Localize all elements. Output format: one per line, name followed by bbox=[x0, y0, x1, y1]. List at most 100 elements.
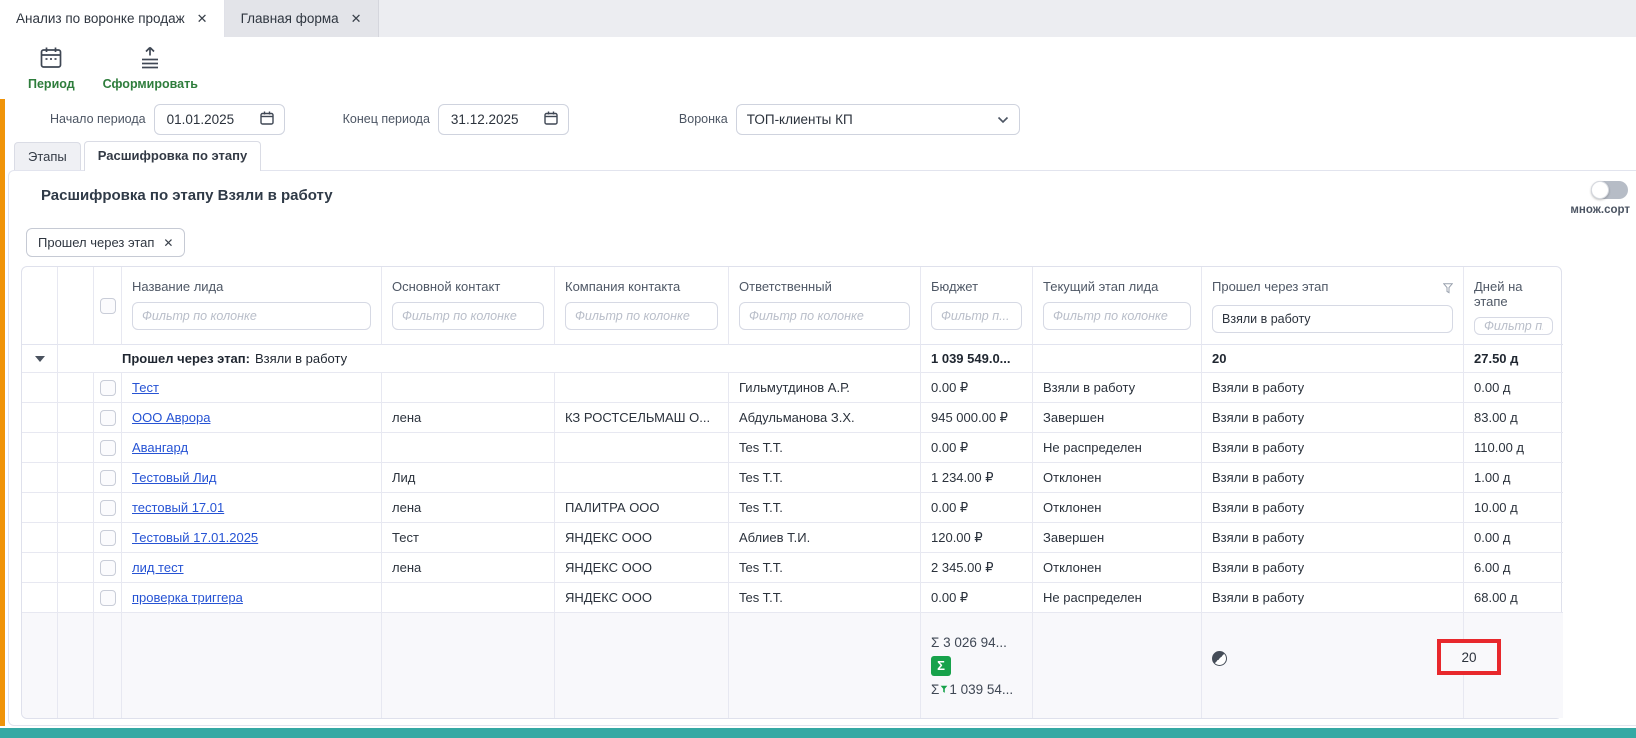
end-period-field[interactable] bbox=[437, 103, 569, 135]
cell-contact bbox=[382, 373, 555, 403]
cell-passed-stage: Взяли в работу bbox=[1202, 373, 1464, 403]
column-header-contact-company[interactable]: Компания контакта bbox=[565, 279, 681, 294]
cell-days: 83.00 д bbox=[1464, 403, 1563, 433]
calendar-icon[interactable] bbox=[543, 110, 559, 129]
cell-current-stage: Отклонен bbox=[1033, 463, 1202, 493]
column-header-days-on-stage[interactable]: Дней на этапе bbox=[1474, 279, 1523, 309]
funnel-label: Воронка bbox=[678, 112, 728, 126]
start-period-input[interactable] bbox=[164, 110, 259, 128]
row-checkbox-cell bbox=[94, 373, 122, 403]
column-header-current-stage[interactable]: Текущий этап лида bbox=[1043, 279, 1159, 294]
cell-responsible: Tes T.T. bbox=[729, 583, 921, 613]
window-tab-label: Анализ по воронке продаж bbox=[16, 11, 185, 26]
multisort-control: множ.сорт bbox=[1570, 181, 1630, 216]
column-header-main-contact[interactable]: Основной контакт bbox=[392, 279, 501, 294]
row-checkbox[interactable] bbox=[99, 469, 116, 486]
count-aggregate-icon[interactable] bbox=[1212, 651, 1227, 666]
group-expander[interactable] bbox=[22, 345, 58, 373]
row-checkbox-cell bbox=[94, 523, 122, 553]
lead-link[interactable]: тестовый 17.01 bbox=[132, 500, 225, 515]
tab-stages[interactable]: Этапы bbox=[14, 142, 81, 170]
checkbox[interactable] bbox=[99, 297, 116, 314]
column-filter-main-contact[interactable] bbox=[392, 301, 544, 330]
view-tabs: Этапы Расшифровка по этапу bbox=[0, 139, 1636, 171]
calendar-icon[interactable] bbox=[259, 110, 275, 129]
cell-budget: 945 000.00 ₽ bbox=[921, 403, 1033, 433]
collapse-arrow-icon bbox=[34, 355, 45, 362]
close-icon[interactable]: ✕ bbox=[163, 235, 174, 250]
cell-passed-stage: Взяли в работу bbox=[1202, 583, 1464, 613]
bottom-panel-edge bbox=[0, 728, 1636, 738]
row-checkbox[interactable] bbox=[99, 559, 116, 576]
row-checkbox-cell bbox=[94, 403, 122, 433]
column-filter-contact-company[interactable] bbox=[565, 301, 718, 330]
row-checkbox-cell bbox=[94, 493, 122, 523]
column-header-lead-name[interactable]: Название лида bbox=[132, 279, 224, 294]
funnel-select[interactable]: ТОП-клиенты КП bbox=[735, 103, 1020, 135]
row-checkbox[interactable] bbox=[99, 379, 116, 396]
column-filter-lead-name[interactable] bbox=[132, 301, 371, 330]
cell-days: 1.00 д bbox=[1464, 463, 1563, 493]
start-period-field[interactable] bbox=[153, 103, 285, 135]
row-checkbox[interactable] bbox=[99, 529, 116, 546]
column-filter-budget[interactable] bbox=[931, 301, 1022, 330]
lead-link[interactable]: проверка триггера bbox=[132, 590, 243, 605]
end-period-input[interactable] bbox=[448, 110, 543, 128]
lead-link[interactable]: лид тест bbox=[132, 560, 184, 575]
cell-responsible: Tes T.T. bbox=[729, 463, 921, 493]
cell-company bbox=[555, 373, 729, 403]
cell-company: ЯНДЕКС ООО bbox=[555, 553, 729, 583]
cell-budget: 0.00 ₽ bbox=[921, 433, 1033, 463]
cell-budget: 0.00 ₽ bbox=[921, 583, 1033, 613]
cell-days: 0.00 д bbox=[1464, 373, 1563, 403]
select-all-checkbox[interactable] bbox=[94, 267, 122, 345]
row-checkbox[interactable] bbox=[99, 409, 116, 426]
filter-chip-passed-stage[interactable]: Прошел через этап ✕ bbox=[26, 228, 186, 257]
row-checkbox-cell bbox=[94, 553, 122, 583]
generate-button[interactable]: Сформировать bbox=[103, 45, 198, 91]
group-days-avg: 27.50 д bbox=[1464, 345, 1563, 373]
parameters-row: Начало периода Конец периода Воронка ТОП… bbox=[0, 99, 1636, 139]
multisort-toggle[interactable] bbox=[1591, 181, 1628, 199]
annotation-highlight-box: 20 bbox=[1437, 639, 1501, 675]
lead-link[interactable]: Тест bbox=[132, 380, 159, 395]
window-tab-analysis[interactable]: Анализ по воронке продаж ✕ bbox=[0, 0, 225, 37]
column-filter-current-stage[interactable] bbox=[1043, 301, 1191, 330]
cell-current-stage: Отклонен bbox=[1033, 493, 1202, 523]
close-icon[interactable]: ✕ bbox=[196, 11, 208, 26]
cell-responsible: Абдульманова З.Х. bbox=[729, 403, 921, 433]
budget-sum-filtered: Σ 1 039 54... bbox=[931, 681, 1014, 697]
lead-link[interactable]: Тестовый 17.01.2025 bbox=[132, 530, 259, 545]
close-icon[interactable]: ✕ bbox=[350, 11, 362, 26]
row-checkbox[interactable] bbox=[99, 589, 116, 606]
column-filter-responsible[interactable] bbox=[739, 301, 910, 330]
cell-responsible: Tes T.T. bbox=[729, 433, 921, 463]
cell-current-stage: Взяли в работу bbox=[1033, 373, 1202, 403]
sigma-badge-icon[interactable]: Σ bbox=[931, 655, 951, 676]
chevron-down-icon bbox=[997, 112, 1009, 127]
column-header-responsible[interactable]: Ответственный bbox=[739, 279, 832, 294]
sum-filter-funnel-icon bbox=[940, 682, 948, 697]
group-budget-total: 1 039 549.0... bbox=[921, 345, 1033, 373]
window-tab-main-form[interactable]: Главная форма ✕ bbox=[224, 0, 379, 37]
column-header-passed-stage[interactable]: Прошел через этап bbox=[1212, 279, 1329, 294]
funnel-select-value: ТОП-клиенты КП bbox=[746, 111, 853, 127]
calendar-icon bbox=[38, 45, 64, 74]
row-checkbox[interactable] bbox=[99, 499, 116, 516]
column-filter-days-on-stage[interactable] bbox=[1474, 316, 1553, 335]
row-checkbox[interactable] bbox=[99, 439, 116, 456]
tab-stage-detail[interactable]: Расшифровка по этапу bbox=[83, 141, 262, 171]
cell-current-stage: Не распределен bbox=[1033, 583, 1202, 613]
column-header-budget[interactable]: Бюджет bbox=[931, 279, 979, 294]
lead-link[interactable]: Тестовый Лид bbox=[132, 470, 217, 485]
lead-link[interactable]: ООО Аврора bbox=[132, 410, 211, 425]
lead-link[interactable]: Авангард bbox=[132, 440, 189, 455]
row-checkbox-cell bbox=[94, 433, 122, 463]
filter-applied-icon bbox=[1442, 283, 1454, 298]
period-button[interactable]: Период bbox=[28, 45, 75, 91]
column-filter-passed-stage[interactable] bbox=[1212, 304, 1453, 333]
leads-table: Название лида Основной контакт Компания … bbox=[21, 266, 1563, 719]
end-period-label: Конец периода bbox=[342, 112, 430, 126]
cell-contact: Лид bbox=[382, 463, 555, 493]
cell-responsible: Tes T.T. bbox=[729, 553, 921, 583]
